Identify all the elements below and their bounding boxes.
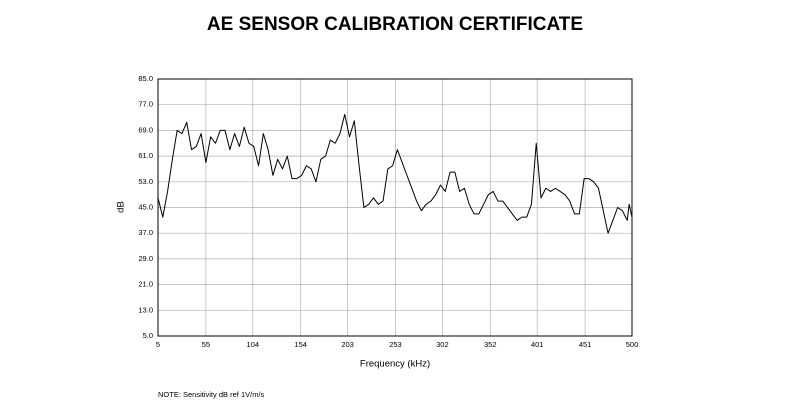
y-tick-label: 77.0 [138, 100, 153, 109]
y-tick-label: 61.0 [138, 151, 153, 160]
y-tick-label: 13.0 [138, 305, 153, 314]
x-tick-label: 154 [294, 340, 307, 349]
y-tick-label: 53.0 [138, 177, 153, 186]
y-tick-label: 5.0 [143, 331, 153, 340]
x-tick-label: 5 [156, 340, 160, 349]
y-axis-label: dB [116, 201, 127, 213]
note: NOTE: Sensitivity dB ref 1V/m/s [158, 390, 265, 399]
y-tick-label: 85.0 [138, 74, 153, 83]
x-tick-label: 104 [247, 340, 260, 349]
x-tick-label: 352 [484, 340, 497, 349]
x-tick-label: 55 [202, 340, 210, 349]
plot-frame [157, 78, 633, 337]
x-axis-label: Frequency (kHz) [360, 359, 430, 370]
y-tick-label: 21.0 [138, 280, 153, 289]
x-tick-label: 451 [579, 340, 592, 349]
x-tick-label: 500 [626, 340, 639, 349]
y-tick-label: 45.0 [138, 202, 153, 211]
x-tick-label: 203 [341, 340, 354, 349]
y-tick-label: 29.0 [138, 254, 153, 263]
y-tick-label: 37.0 [138, 228, 153, 237]
data-line [157, 113, 633, 234]
x-tick-label: 302 [436, 340, 449, 349]
x-tick-label: 253 [389, 340, 402, 349]
y-tick-label: 69.0 [138, 125, 153, 134]
x-tick-label: 401 [531, 340, 544, 349]
chart-title: AE SENSOR CALIBRATION CERTIFICATE [207, 14, 583, 35]
